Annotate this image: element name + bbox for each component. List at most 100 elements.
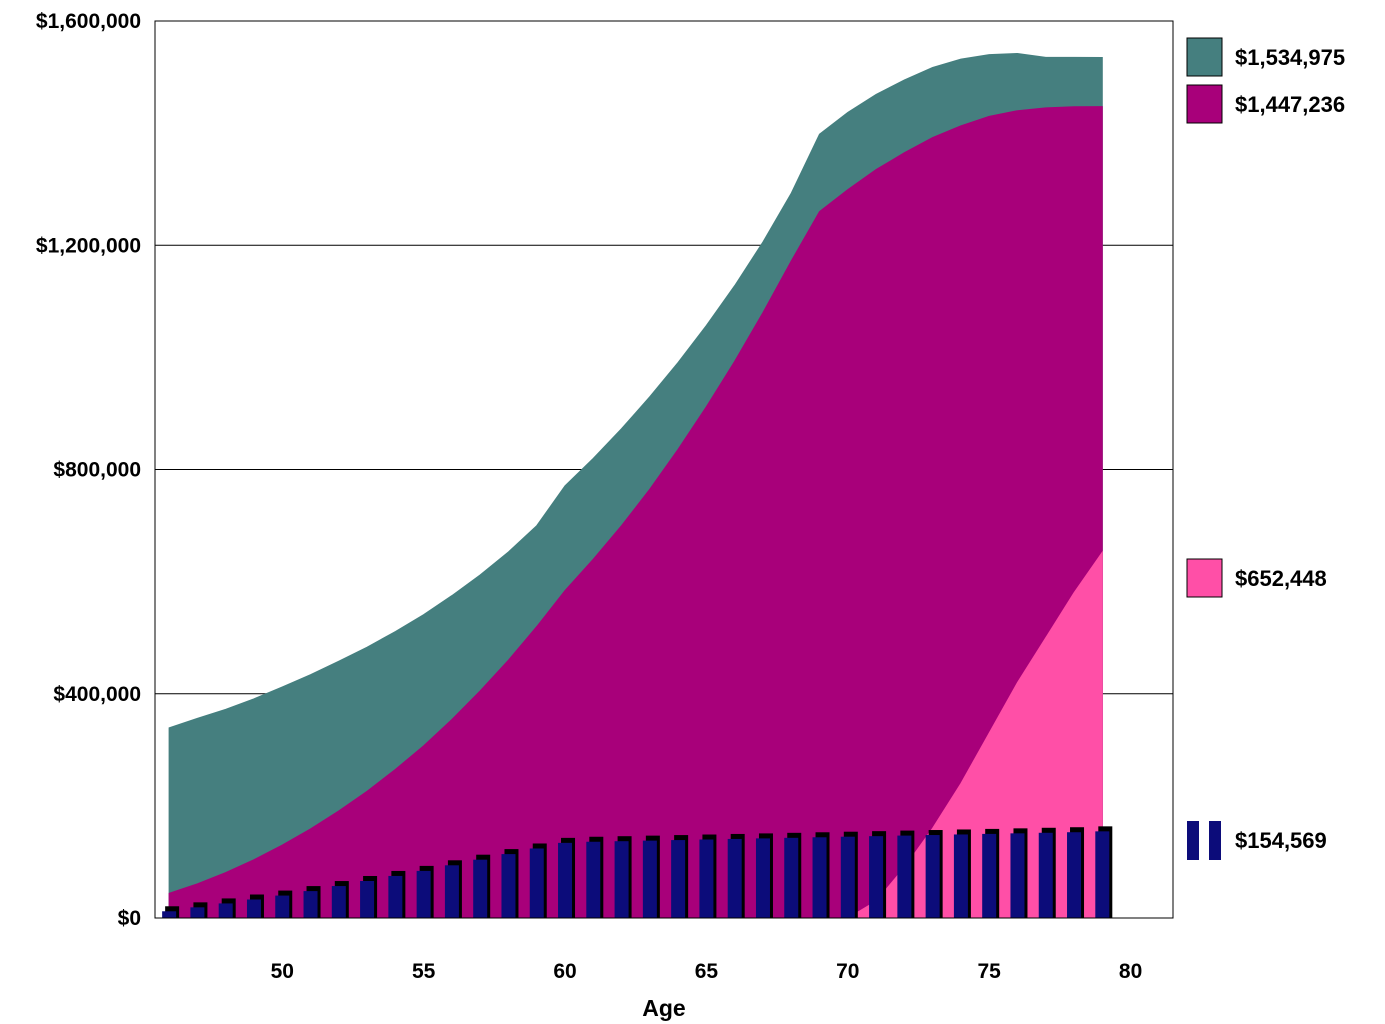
y-tick-label: $0 xyxy=(118,907,141,930)
x-tick-label: 75 xyxy=(978,960,1002,983)
x-tick-label: 60 xyxy=(553,960,576,983)
bar xyxy=(614,836,632,918)
y-axis-tick-labels: $0 $400,000 $800,000 $1,200,000 $1,600,000 xyxy=(36,10,141,930)
x-tick-label: 80 xyxy=(1119,960,1142,983)
bar xyxy=(416,865,434,918)
legend-swatch xyxy=(1209,821,1221,860)
bar-face xyxy=(162,911,177,918)
y-tick-label: $1,600,000 xyxy=(36,10,141,33)
bar-face xyxy=(755,838,770,918)
legend-item: $154,569 xyxy=(1187,821,1327,860)
bar xyxy=(501,849,519,918)
bar xyxy=(755,833,773,918)
x-axis-title: Age xyxy=(642,995,685,1021)
bar-face xyxy=(1010,833,1025,918)
bar xyxy=(925,830,943,918)
bar-series xyxy=(162,826,1113,918)
bar-face xyxy=(416,870,431,918)
x-axis-tick-labels: 50 55 60 65 70 75 80 xyxy=(271,960,1143,983)
bar-face xyxy=(303,891,318,918)
plot-border xyxy=(154,20,1174,919)
bar-face xyxy=(784,837,799,918)
y-tick-label: $800,000 xyxy=(53,459,141,482)
y-tick-label: $1,200,000 xyxy=(36,234,141,257)
bar-face xyxy=(501,854,516,918)
bar xyxy=(529,843,547,918)
bar xyxy=(190,902,208,918)
x-tick-label: 50 xyxy=(271,960,294,983)
legend-item: $1,534,975 xyxy=(1186,37,1345,77)
bar xyxy=(982,828,1000,918)
bar xyxy=(1067,827,1085,918)
legend-swatch xyxy=(1186,37,1223,77)
legend: $1,534,975 $1,447,236 $652,448 $154,569 xyxy=(1186,37,1345,860)
legend-swatch xyxy=(1187,821,1199,860)
legend-label: $652,448 xyxy=(1235,566,1327,591)
bar-face xyxy=(812,837,827,918)
legend-label: $1,447,236 xyxy=(1235,92,1345,117)
bar-face xyxy=(558,842,573,918)
bar xyxy=(586,836,604,918)
bar xyxy=(275,890,293,918)
bar-face xyxy=(190,907,205,918)
bar-face xyxy=(218,903,233,918)
bar-face xyxy=(331,886,346,918)
bar xyxy=(303,886,321,918)
bar-face xyxy=(1038,832,1053,918)
bar-face xyxy=(1067,832,1082,918)
bar-face xyxy=(982,833,997,918)
bar xyxy=(840,831,858,918)
bar xyxy=(444,860,462,918)
bar xyxy=(162,906,180,918)
bar-face xyxy=(642,840,657,918)
bar xyxy=(699,834,717,918)
bar xyxy=(558,837,576,918)
bar xyxy=(642,835,660,918)
bar-face xyxy=(671,840,686,918)
bar xyxy=(953,829,971,918)
bar-face xyxy=(897,835,912,918)
area-series xyxy=(168,52,1103,919)
area-series-2 xyxy=(168,106,1103,919)
bar xyxy=(360,875,378,918)
bar-face xyxy=(360,880,375,918)
x-tick-label: 65 xyxy=(695,960,719,983)
legend-swatch xyxy=(1186,558,1223,598)
bar xyxy=(869,831,887,918)
bar xyxy=(1010,828,1028,918)
bar-face xyxy=(614,841,629,918)
bar xyxy=(1095,826,1113,918)
bar-face xyxy=(275,895,290,918)
bar-face xyxy=(473,859,488,918)
bar xyxy=(671,835,689,918)
bar-face xyxy=(529,848,544,918)
x-tick-label: 70 xyxy=(836,960,859,983)
legend-item: $1,447,236 xyxy=(1186,84,1345,124)
bar xyxy=(388,870,406,918)
bar-face xyxy=(586,841,601,918)
bar-face xyxy=(869,836,884,918)
bar xyxy=(812,832,830,918)
bar xyxy=(473,854,491,918)
bar-face xyxy=(699,839,714,918)
bar xyxy=(1038,827,1056,918)
bar xyxy=(897,830,915,918)
bar xyxy=(727,833,745,918)
bar xyxy=(784,832,802,918)
bar xyxy=(218,898,236,918)
legend-label: $154,569 xyxy=(1235,828,1327,853)
legend-item: $652,448 xyxy=(1186,558,1327,598)
bar xyxy=(331,881,349,918)
bar-face xyxy=(953,834,968,918)
legend-swatch xyxy=(1186,84,1223,124)
bar-face xyxy=(246,899,261,918)
bar-face xyxy=(388,875,403,918)
bar-face xyxy=(444,865,459,918)
bar-face xyxy=(840,836,855,918)
y-tick-label: $400,000 xyxy=(53,683,141,706)
x-tick-label: 55 xyxy=(412,960,436,983)
bar-face xyxy=(925,835,940,918)
bar-face xyxy=(727,838,742,918)
bar-face xyxy=(1095,831,1110,918)
